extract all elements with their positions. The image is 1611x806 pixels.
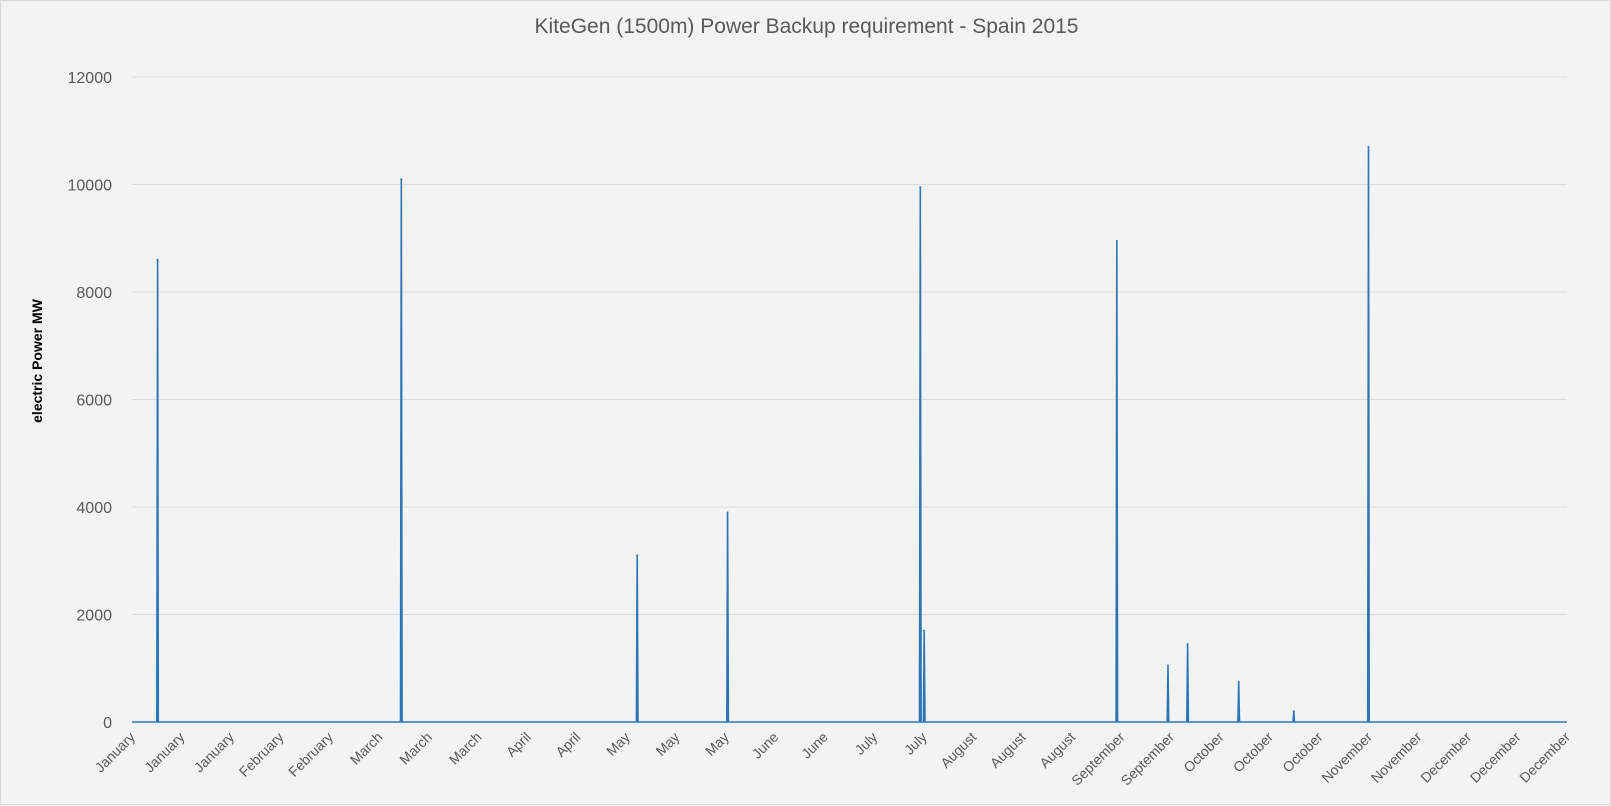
x-tick-label: August (987, 729, 1029, 771)
y-tick-label: 6000 (76, 393, 112, 410)
x-tick-label: January (141, 729, 188, 776)
data-point (919, 186, 922, 189)
x-tick-label: February (236, 729, 287, 780)
data-point (636, 554, 639, 557)
x-tick-label: December (1516, 729, 1573, 786)
data-point (923, 629, 926, 632)
x-tick-label: November (1368, 729, 1425, 786)
x-tick-label: February (285, 729, 336, 780)
x-tick-label: October (1279, 729, 1326, 776)
data-point (1292, 710, 1295, 713)
x-tick-label: June (798, 729, 831, 762)
y-tick-label: 2000 (76, 608, 112, 625)
x-tick-label: May (702, 729, 732, 759)
x-tick-label: March (396, 729, 435, 768)
x-tick-label: January (191, 729, 238, 776)
data-point (156, 258, 159, 261)
x-tick-label: March (347, 729, 386, 768)
y-tick-label: 8000 (76, 285, 112, 302)
data-point (400, 178, 403, 181)
y-tick-label: 12000 (68, 70, 113, 87)
data-point (1186, 643, 1189, 646)
x-tick-label: January (92, 729, 139, 776)
y-tick-label: 4000 (76, 500, 112, 517)
x-tick-label: May (652, 729, 682, 759)
y-tick-label: 0 (103, 715, 112, 732)
y-tick-label: 10000 (68, 178, 113, 195)
x-tick-label: December (1417, 729, 1474, 786)
series-line-0 (132, 146, 1567, 723)
x-tick-label: November (1318, 729, 1375, 786)
x-tick-label: July (851, 729, 880, 758)
x-tick-label: April (503, 729, 534, 760)
x-tick-label: August (937, 729, 979, 771)
x-tick-label: October (1230, 729, 1277, 776)
x-tick-label: April (552, 729, 583, 760)
x-tick-label: September (1118, 729, 1178, 789)
data-point (726, 511, 729, 514)
chart-title: KiteGen (1500m) Power Backup requirement… (534, 15, 1079, 38)
x-tick-label: July (901, 729, 930, 758)
x-tick-label: December (1467, 729, 1524, 786)
x-tick-label: March (446, 729, 485, 768)
data-point (1115, 239, 1118, 242)
x-tick-label: August (1036, 729, 1078, 771)
x-tick-label: May (603, 729, 633, 759)
data-point (1166, 664, 1169, 667)
x-tick-label: June (749, 729, 782, 762)
x-tick-label: October (1180, 729, 1227, 776)
data-point (1237, 680, 1240, 683)
data-point (1367, 145, 1370, 148)
